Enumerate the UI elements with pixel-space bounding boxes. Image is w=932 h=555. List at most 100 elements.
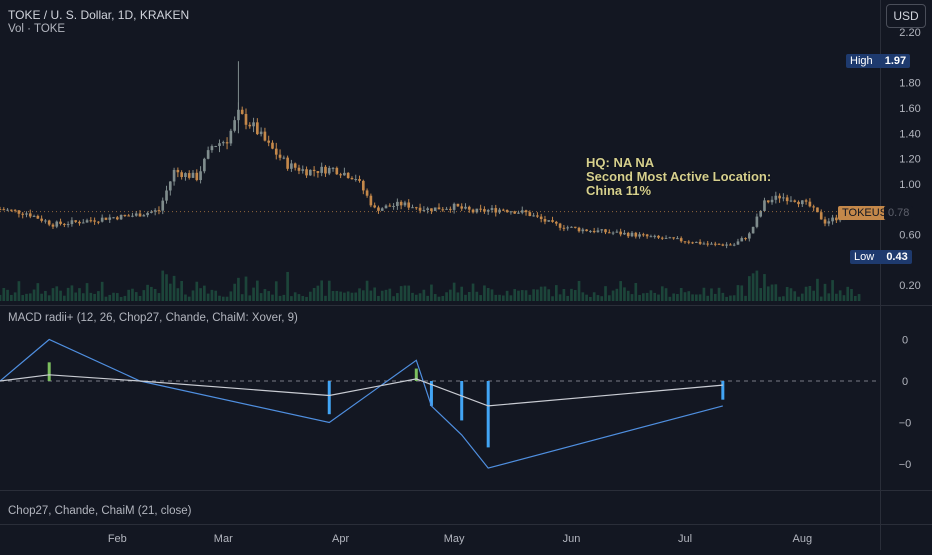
time-axis-label: Jul: [678, 533, 692, 545]
candle-body: [358, 179, 361, 181]
volume-bar: [187, 296, 191, 301]
candle-body: [630, 232, 634, 237]
candle-body: [142, 215, 146, 217]
volume-bar: [240, 294, 244, 301]
candle-body: [585, 229, 588, 232]
low-label: Low: [854, 251, 875, 263]
candle-body: [59, 221, 62, 224]
candle-body: [206, 150, 210, 159]
macd-histogram-bar: [414, 368, 418, 381]
candle-body: [309, 169, 312, 176]
time-axis-label: Mar: [214, 533, 233, 545]
volume-bar: [649, 290, 653, 301]
volume-bar: [85, 283, 89, 301]
candle-body: [520, 210, 524, 213]
candle-body: [744, 238, 747, 240]
candle-body: [611, 232, 615, 234]
volume-bar: [6, 289, 9, 301]
volume-bar: [312, 287, 316, 301]
volume-bar: [604, 286, 607, 301]
candle-body: [449, 208, 452, 210]
high-value: 1.97: [884, 55, 907, 67]
macd-indicator: [0, 338, 878, 469]
volume-bar: [494, 294, 498, 301]
candle-body: [623, 232, 626, 235]
candle-body: [736, 241, 740, 245]
volume-bar: [804, 286, 808, 301]
volume-bar: [679, 287, 683, 301]
annotation-line-2: Second Most Active Location:: [586, 169, 772, 184]
volume-bar: [721, 292, 725, 301]
candle-body: [327, 167, 331, 174]
candle-body: [388, 205, 392, 207]
price-tick-label: 1.80: [899, 78, 920, 90]
volume-bar: [81, 293, 85, 301]
volume-bar: [259, 293, 263, 301]
volume-bar: [524, 290, 528, 301]
candle-body: [695, 241, 698, 243]
volume-bar: [570, 288, 573, 301]
price-tick-label: 0.20: [899, 280, 920, 292]
volume-bar: [63, 295, 66, 301]
candle-body: [819, 212, 823, 220]
volume-bar: [483, 285, 486, 301]
volume-bar: [452, 282, 456, 301]
price-tick-label: 1.60: [899, 103, 920, 115]
volume-bar: [831, 280, 834, 301]
candle-body: [339, 174, 342, 176]
volume-bar: [740, 285, 744, 301]
candle-body: [47, 220, 51, 225]
volume-bar: [577, 280, 581, 301]
volume-bar: [793, 291, 797, 301]
volume-bar: [672, 293, 675, 301]
candle-body: [214, 146, 218, 148]
volume-bar: [645, 292, 649, 301]
price-tick-label: 0.60: [899, 229, 920, 241]
currency-button[interactable]: USD: [886, 4, 926, 28]
volume-bar: [471, 283, 475, 301]
candle-body: [589, 230, 592, 232]
volume-bar: [475, 291, 479, 301]
volume-bar: [445, 292, 448, 301]
candle-body: [570, 226, 573, 228]
candle-body: [452, 203, 456, 210]
volume-bar: [100, 281, 104, 301]
volume-bar: [634, 283, 638, 301]
volume-bar: [759, 288, 763, 301]
volume-bar: [467, 291, 471, 301]
candle-body: [835, 217, 838, 221]
volume-bar: [816, 278, 819, 301]
volume-bar: [2, 288, 6, 301]
candle-body: [312, 169, 316, 172]
volume-bar: [422, 289, 426, 301]
candle-body: [134, 213, 138, 216]
candle-body: [804, 200, 808, 202]
candle-body: [153, 210, 157, 212]
volume-bars: [0, 270, 861, 301]
volume-bar: [165, 274, 168, 301]
candle-body: [460, 206, 464, 209]
candle-body: [445, 208, 448, 210]
candle-body: [146, 212, 149, 216]
candle-body: [664, 237, 668, 239]
volume-bar: [78, 288, 81, 301]
volume-bar: [698, 294, 702, 301]
volume-bar: [464, 294, 467, 301]
volume-bar: [392, 296, 395, 301]
volume-bar: [713, 293, 717, 301]
candle-body: [85, 220, 89, 223]
candle-body: [808, 201, 812, 207]
volume-bar: [562, 288, 566, 301]
candle-body: [290, 163, 293, 169]
volume-bar: [554, 285, 558, 301]
candle-body: [751, 226, 755, 234]
candle-body: [797, 201, 800, 205]
candle-body: [729, 244, 732, 246]
candle-body: [127, 215, 130, 217]
volume-bar: [611, 290, 615, 301]
volume-bar: [460, 286, 464, 301]
candle-body: [55, 221, 59, 227]
candle-body: [827, 221, 831, 224]
volume-bar: [176, 288, 180, 301]
